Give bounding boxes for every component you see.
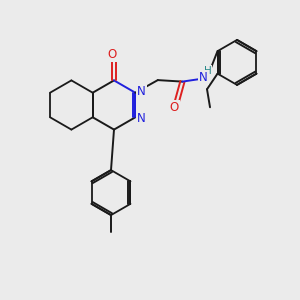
Text: O: O [169, 100, 178, 114]
Text: N: N [137, 112, 146, 125]
Text: N: N [137, 85, 146, 98]
Text: N: N [199, 71, 208, 84]
Text: O: O [108, 48, 117, 61]
Text: H: H [204, 65, 212, 76]
